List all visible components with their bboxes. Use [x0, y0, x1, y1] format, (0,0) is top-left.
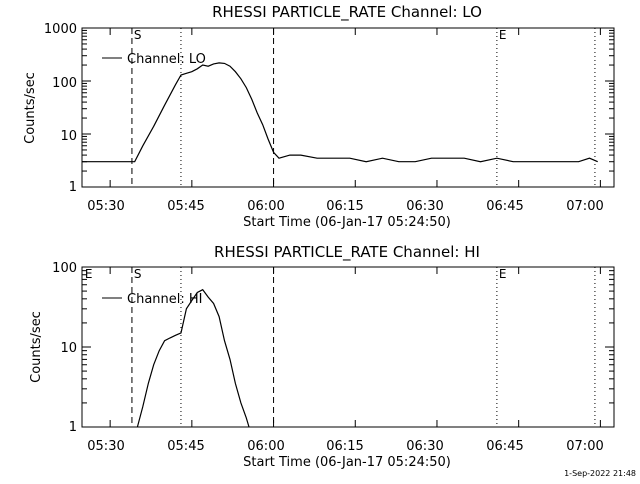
y-tick-label: 10	[60, 341, 77, 356]
legend-entry: Channel: LO	[127, 52, 206, 67]
x-tick-label: 06:30	[406, 439, 443, 454]
x-axis-label: Start Time (06-Jan-17 05:24:50)	[243, 455, 451, 470]
x-tick-labels: 05:30 05:45 06:00 06:15 06:30 06:45 07:0…	[87, 199, 603, 214]
x-tick-label: 05:45	[167, 199, 204, 214]
chart-panel-hi: RHESSI PARTICLE_RATE Channel: HI Counts/…	[29, 243, 615, 470]
series-line	[82, 62, 598, 163]
y-tick-labels: 1 10 100	[52, 261, 77, 435]
chart-title: RHESSI PARTICLE_RATE Channel: LO	[212, 3, 482, 22]
x-tick-label: 06:15	[326, 439, 363, 454]
y-tick-label: 100	[52, 261, 77, 276]
x-tick-label: 07:00	[566, 439, 603, 454]
x-tick-label: 06:15	[326, 199, 363, 214]
y-tick-label: 1	[69, 180, 77, 195]
x-tick-label: 05:30	[87, 199, 124, 214]
y-axis-label: Counts/sec	[23, 72, 38, 144]
y-tick-label: 1000	[44, 22, 77, 37]
plot-frame	[81, 27, 615, 188]
footer-timestamp: 1-Sep-2022 21:48	[564, 469, 636, 478]
x-tick-label: 06:45	[486, 199, 523, 214]
y-tick-label: 1	[69, 420, 77, 435]
x-tick-label: 07:00	[566, 199, 603, 214]
x-tick-labels: 05:30 05:45 06:00 06:15 06:30 06:45 07:0…	[87, 439, 603, 454]
event-marker-label: E	[499, 267, 507, 281]
event-marker-label: E	[85, 267, 93, 281]
y-tick-label: 100	[52, 76, 77, 91]
chart-panel-lo: RHESSI PARTICLE_RATE Channel: LO Counts/…	[23, 3, 615, 230]
x-tick-label: 06:30	[406, 199, 443, 214]
x-tick-label: 05:30	[87, 439, 124, 454]
y-tick-labels: 1 10 100 1000	[44, 22, 77, 195]
event-marker-label: E	[499, 28, 507, 42]
x-tick-label: 05:45	[167, 439, 204, 454]
y-axis-label: Counts/sec	[29, 311, 44, 383]
event-marker-label: S	[134, 267, 142, 281]
x-tick-label: 06:00	[247, 439, 284, 454]
legend-entry: Channel: HI	[127, 292, 203, 307]
event-marker-label: S	[134, 28, 142, 42]
x-tick-label: 06:45	[486, 439, 523, 454]
series-line	[136, 288, 250, 428]
chart-title: RHESSI PARTICLE_RATE Channel: HI	[214, 243, 480, 262]
x-axis-label: Start Time (06-Jan-17 05:24:50)	[243, 215, 451, 230]
y-tick-label: 10	[60, 129, 77, 144]
x-tick-label: 06:00	[247, 199, 284, 214]
